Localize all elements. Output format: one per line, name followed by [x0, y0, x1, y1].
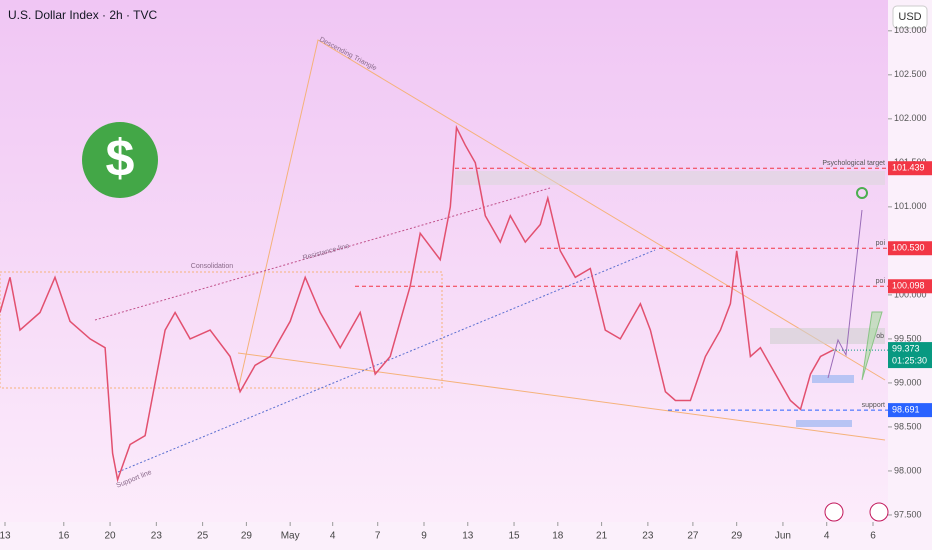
level-text: poi — [876, 240, 886, 247]
price-tag-label: 98.691 — [892, 404, 920, 414]
x-tick-label: 27 — [687, 531, 699, 542]
demand-zone — [812, 375, 854, 383]
y-tick-label: 97.500 — [894, 509, 922, 519]
price-tag-label: 100.530 — [892, 243, 925, 253]
price-line — [0, 124, 834, 483]
price-tag-label: 100.098 — [892, 281, 925, 291]
price-tag — [888, 403, 932, 418]
x-tick-label: 25 — [197, 531, 209, 542]
x-tick-label: 29 — [241, 531, 253, 542]
dollar-sign: $ — [106, 130, 135, 188]
annotation: ob — [876, 333, 884, 340]
currency-label: USD — [898, 11, 921, 23]
projection-path — [827, 209, 863, 379]
level-text: poi — [876, 278, 886, 285]
y-tick-label: 98.000 — [894, 465, 922, 475]
y-tick-label: 101.000 — [894, 201, 927, 211]
x-tick-label: 23 — [151, 531, 163, 542]
drawings — [0, 39, 886, 473]
event-icon[interactable] — [824, 502, 844, 522]
price-axis — [888, 0, 932, 550]
x-tick-label: 20 — [104, 531, 116, 542]
x-tick-label: 15 — [508, 531, 520, 542]
price-tag — [888, 279, 932, 294]
x-tick-label: 4 — [824, 531, 830, 542]
price-tag — [888, 342, 932, 369]
price-tag-label: 99.373 — [892, 343, 920, 353]
y-tick-label: 99.500 — [894, 333, 922, 343]
price-tag — [888, 161, 932, 176]
y-tick-label: 100.000 — [894, 289, 927, 299]
x-tick-label: 13 — [462, 531, 474, 542]
plot-background — [0, 0, 888, 522]
x-tick-label: Jun — [775, 531, 791, 542]
price-tag — [888, 241, 932, 256]
descending-triangle-upper — [237, 39, 886, 391]
target-icon — [856, 187, 868, 199]
ob-zone — [770, 328, 885, 344]
chart-title: U.S. Dollar Index · 2h · TVC — [8, 8, 157, 22]
y-tick-label: 102.500 — [894, 69, 927, 79]
target-zone — [455, 171, 885, 185]
annotation: Consolidation — [191, 263, 234, 270]
x-tick-label: 7 — [375, 531, 381, 542]
countdown-label: 01:25:30 — [892, 355, 927, 365]
demand-zone — [796, 420, 852, 427]
y-tick-label: 103.000 — [894, 25, 927, 35]
time-axis — [0, 522, 888, 550]
x-tick-label: May — [281, 531, 300, 542]
event-icon[interactable] — [869, 502, 889, 522]
descending-triangle-lower — [237, 352, 886, 441]
consolidation-box — [0, 271, 443, 389]
x-tick-label: 23 — [642, 531, 654, 542]
dollar-icon — [82, 122, 158, 198]
x-tick-label: 16 — [58, 531, 70, 542]
x-tick-label: 4 — [330, 531, 336, 542]
x-tick-label: 9 — [421, 531, 427, 542]
x-tick-label: 21 — [596, 531, 608, 542]
support-line — [117, 249, 656, 473]
y-tick-label: 102.000 — [894, 113, 927, 123]
x-tick-label: 6 — [870, 531, 876, 542]
resistance-line — [94, 187, 551, 321]
level-text: Psychological target — [822, 160, 885, 167]
x-tick-label: 18 — [552, 531, 564, 542]
projection-arrow — [861, 311, 883, 381]
currency-button[interactable] — [892, 5, 928, 29]
y-tick-label: 99.000 — [894, 377, 922, 387]
x-tick-label: 29 — [731, 531, 743, 542]
y-tick-label: 98.500 — [894, 421, 922, 431]
x-tick-label: 13 — [0, 531, 11, 542]
price-tag-label: 101.439 — [892, 163, 925, 173]
level-text: support — [862, 402, 885, 409]
